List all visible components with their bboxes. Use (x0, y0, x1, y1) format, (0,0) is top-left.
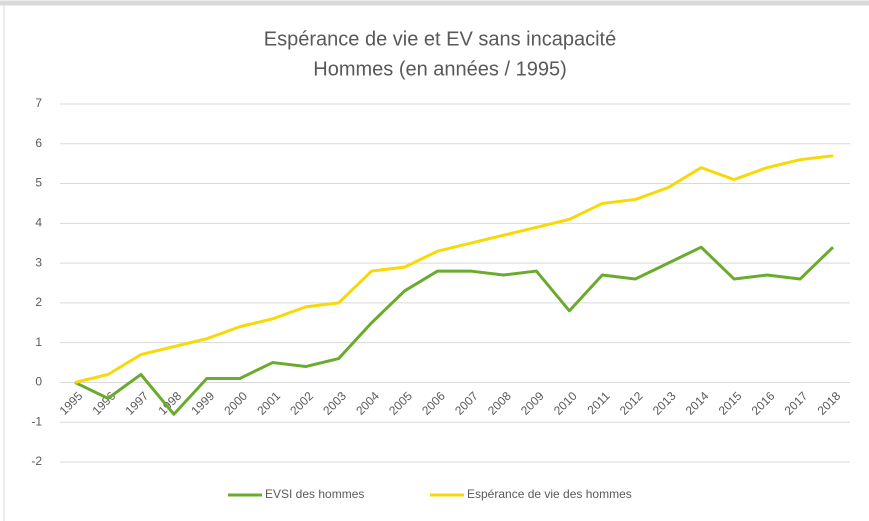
y-tick-label: 7 (35, 96, 42, 110)
y-tick-label: 0 (35, 375, 42, 389)
y-tick-label: 4 (35, 216, 42, 230)
y-tick-label: 5 (35, 176, 42, 190)
y-tick-label: 3 (35, 255, 42, 269)
series-line (74, 245, 835, 416)
legend-label: Espérance de vie des hommes (467, 487, 632, 501)
y-tick-label: 1 (35, 335, 42, 349)
y-tick-label: -2 (31, 454, 42, 468)
chart-title: Espérance de vie et EV sans incapacité (264, 28, 616, 50)
chart-subtitle: Hommes (en années / 1995) (313, 58, 566, 80)
series-line (74, 154, 834, 384)
legend-label: EVSI des hommes (265, 487, 364, 501)
y-tick-label: 6 (35, 136, 42, 150)
y-tick-label: -1 (31, 414, 42, 428)
y-tick-label: 2 (35, 295, 42, 309)
